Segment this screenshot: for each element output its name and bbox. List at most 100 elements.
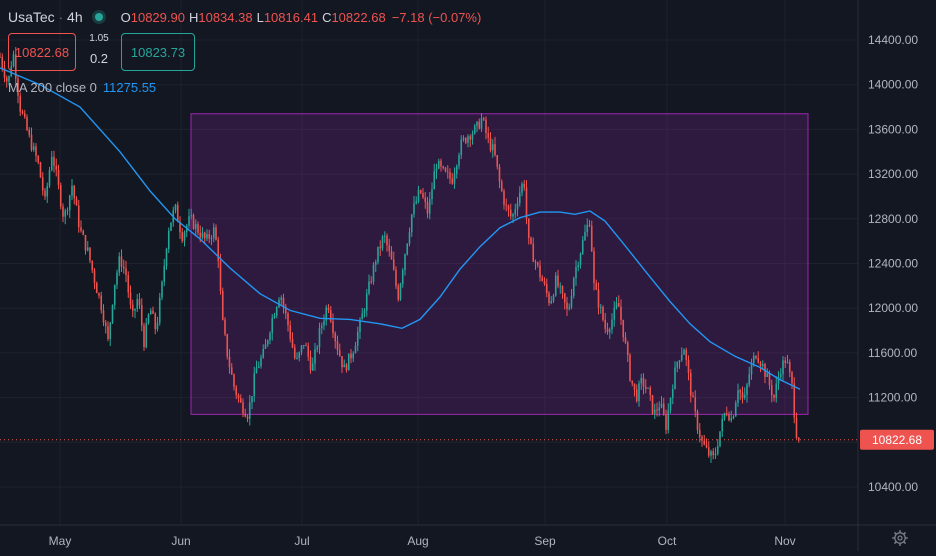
spread-indicator: 1.05 0.2: [80, 33, 118, 69]
candle-body: [440, 160, 442, 167]
candle-body: [406, 243, 409, 255]
candle-body: [212, 227, 215, 239]
candle-body: [696, 411, 699, 430]
candle-body: [19, 95, 22, 112]
candle-body: [541, 277, 544, 282]
candle-body: [685, 349, 688, 360]
candle-body: [80, 227, 82, 231]
candle-body: [134, 308, 136, 311]
candle-body: [269, 333, 271, 341]
candle-body: [120, 256, 123, 267]
change-value: −7.18 (−0.07%): [391, 9, 482, 25]
candle-body: [293, 347, 296, 359]
candle-body: [473, 125, 476, 134]
candle-body: [442, 166, 445, 168]
candle-body: [257, 366, 260, 368]
price-tick-label: 11600.00: [868, 346, 917, 360]
candle-body: [154, 313, 157, 330]
candle-body: [730, 418, 733, 421]
candle-body: [219, 260, 222, 292]
candle-body: [206, 234, 208, 239]
candle-body: [750, 363, 753, 375]
candle-body: [426, 201, 429, 214]
candle-body: [714, 453, 717, 456]
candle-body: [399, 283, 402, 300]
price-tick-label: 11200.00: [868, 391, 917, 405]
candle-body: [372, 264, 375, 282]
candle-body: [444, 167, 447, 172]
candle-body: [275, 307, 278, 316]
candle-body: [39, 162, 42, 178]
candle-body: [341, 356, 343, 368]
candle-body: [86, 247, 89, 251]
candle-body: [345, 364, 348, 371]
candle-body: [548, 292, 550, 304]
candle-body: [741, 392, 744, 398]
candle-body: [129, 292, 132, 305]
timeframe-label[interactable]: 4h: [67, 9, 83, 25]
candle-body: [163, 265, 166, 282]
sell-button[interactable]: 10822.68: [8, 33, 76, 71]
buy-button[interactable]: 10823.73: [121, 33, 195, 71]
open-label: O: [120, 9, 131, 25]
candle-body: [140, 305, 143, 326]
candle-body: [323, 320, 325, 326]
candle-body: [192, 215, 195, 229]
candle-body: [791, 372, 793, 384]
gear-icon[interactable]: [892, 530, 908, 546]
ma-legend[interactable]: MA 200 close 0 11275.55: [8, 80, 156, 95]
candle-body: [5, 77, 8, 82]
candle-body: [584, 231, 586, 241]
candle-body: [633, 383, 636, 390]
candle-body: [656, 409, 658, 411]
price-tick-label: 14000.00: [868, 78, 918, 92]
candle-body: [545, 283, 548, 293]
symbol-name[interactable]: UsaTec: [8, 9, 55, 25]
candle-body: [368, 281, 370, 294]
candle-body: [678, 360, 681, 363]
candle-body: [723, 413, 726, 419]
candle-body: [386, 235, 388, 246]
candle-body: [782, 360, 784, 375]
rectangle-drawing[interactable]: [190, 113, 809, 415]
candle-body: [721, 418, 724, 432]
ma-label: MA 200 close 0: [8, 80, 97, 95]
candle-body: [770, 385, 773, 396]
candle-body: [152, 310, 154, 314]
candle-body: [107, 326, 109, 340]
price-tick-label: 13200.00: [868, 167, 918, 181]
candle-body: [404, 254, 406, 271]
candle-body: [797, 437, 800, 441]
candle-body: [732, 416, 735, 419]
candle-body: [316, 347, 319, 350]
candle-body: [354, 345, 357, 354]
ma-line[interactable]: [0, 67, 801, 390]
candle-body: [777, 376, 780, 384]
candle-body: [217, 239, 220, 261]
candle-body: [716, 446, 719, 454]
candle-body: [392, 259, 395, 270]
candle-body: [626, 342, 629, 355]
candle-body: [266, 340, 269, 345]
candle-body: [487, 133, 490, 138]
candle-body: [1, 56, 4, 68]
candle-body: [658, 407, 661, 411]
candle-body: [795, 417, 798, 438]
candle-body: [518, 192, 521, 204]
candle-body: [255, 367, 258, 374]
candle-body: [757, 358, 760, 363]
candle-body: [694, 397, 697, 412]
candle-body: [595, 282, 598, 290]
last-price-badge[interactable]: [860, 429, 934, 450]
candle-body: [761, 364, 764, 367]
candle-body: [622, 319, 625, 338]
candle-body: [550, 300, 553, 304]
candle-body: [17, 78, 19, 96]
candle-body: [775, 383, 778, 398]
candle-body: [190, 215, 193, 217]
candle-body: [559, 286, 562, 288]
candle-body: [712, 451, 715, 456]
candle-body: [433, 171, 436, 190]
